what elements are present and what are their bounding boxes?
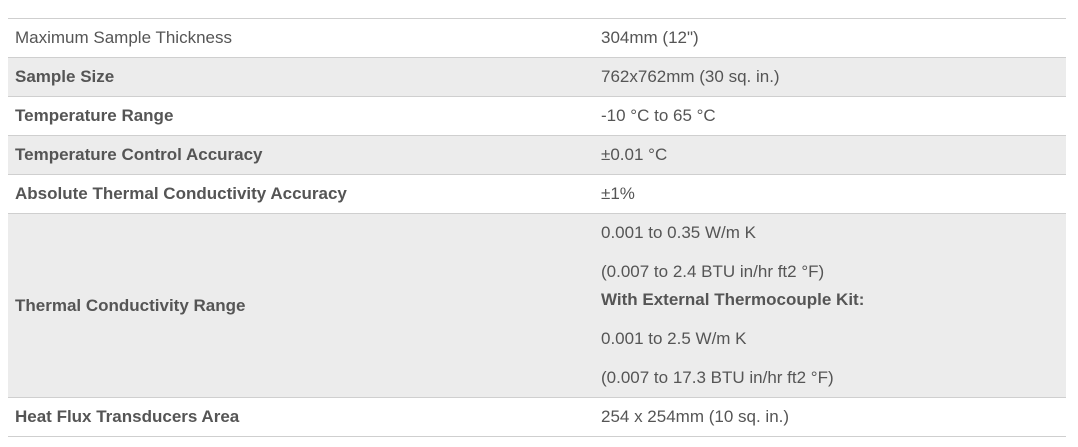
- spec-row-sample-size: Sample Size 762x762mm (30 sq. in.): [8, 57, 1066, 97]
- spec-row-absolute-thermal-conductivity-accuracy: Absolute Thermal Conductivity Accuracy ±…: [8, 174, 1066, 214]
- spec-row-heat-flux-transducers-area: Heat Flux Transducers Area 254 x 254mm (…: [8, 397, 1066, 437]
- spec-label: Temperature Control Accuracy: [15, 145, 263, 164]
- spec-value: ±1%: [601, 184, 635, 203]
- spec-row-max-sample-thickness: Maximum Sample Thickness 304mm (12"): [8, 18, 1066, 58]
- spec-value-line: 0.001 to 2.5 W/m K: [601, 329, 747, 348]
- spec-value: -10 °C to 65 °C: [601, 106, 716, 125]
- spec-label: Maximum Sample Thickness: [15, 28, 232, 47]
- spec-row-temperature-control-accuracy: Temperature Control Accuracy ±0.01 °C: [8, 135, 1066, 175]
- spec-label: Temperature Range: [15, 106, 174, 125]
- spec-value-line: (0.007 to 2.4 BTU in/hr ft2 °F): [601, 262, 825, 281]
- spec-row-thermal-conductivity-range: Thermal Conductivity Range 0.001 to 0.35…: [8, 213, 1066, 398]
- spec-label: Thermal Conductivity Range: [15, 295, 246, 315]
- spec-value-line: 0.001 to 0.35 W/m K: [601, 223, 756, 242]
- spec-value-line: (0.007 to 17.3 BTU in/hr ft2 °F): [601, 368, 834, 387]
- spec-value: 304mm (12"): [601, 28, 699, 47]
- spec-value: ±0.01 °C: [601, 145, 668, 164]
- spec-value-subheading: With External Thermocouple Kit:: [601, 290, 865, 309]
- spec-label: Absolute Thermal Conductivity Accuracy: [15, 184, 347, 203]
- spec-value: 254 x 254mm (10 sq. in.): [601, 407, 790, 426]
- spec-value: 762x762mm (30 sq. in.): [601, 67, 780, 86]
- spec-value-multiline: 0.001 to 0.35 W/m K (0.007 to 2.4 BTU in…: [601, 214, 1066, 398]
- spec-label: Sample Size: [15, 67, 115, 86]
- spec-row-temperature-range: Temperature Range -10 °C to 65 °C: [8, 96, 1066, 136]
- spec-label: Heat Flux Transducers Area: [15, 407, 240, 426]
- specifications-table: Maximum Sample Thickness 304mm (12") Sam…: [8, 18, 1066, 437]
